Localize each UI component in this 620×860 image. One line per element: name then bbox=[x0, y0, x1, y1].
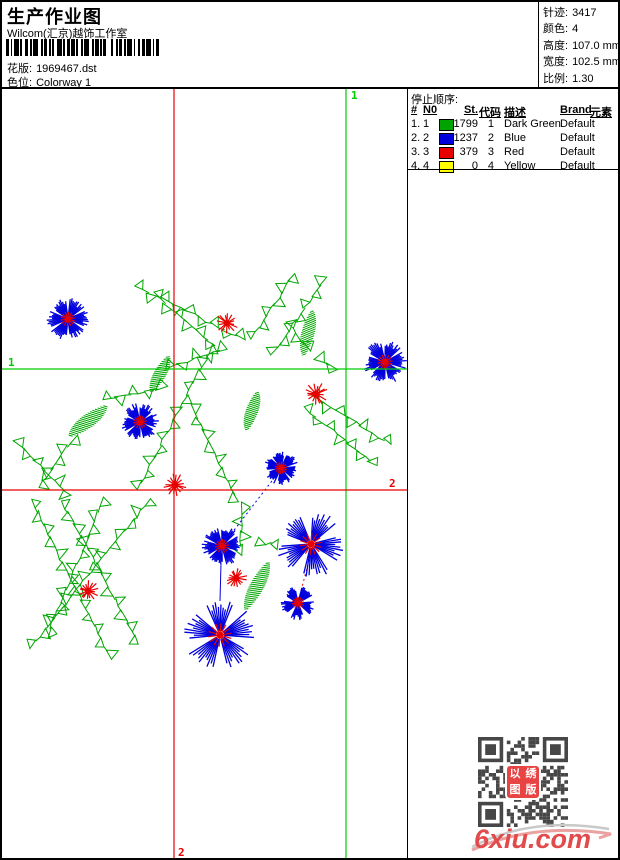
registration-label: 1 bbox=[8, 356, 15, 369]
thread-brand: Default bbox=[560, 160, 595, 172]
crosshair-layer: 1 1 2 2 bbox=[2, 89, 407, 859]
thread-color-swatch bbox=[439, 147, 454, 159]
thread-code: 4 bbox=[487, 160, 494, 172]
watermark-text: 6xiu.com bbox=[474, 824, 592, 854]
stitch-count: 0 bbox=[471, 160, 478, 172]
thread-brand: Default bbox=[560, 146, 595, 158]
stat-width: 宽度: 102.5 mm bbox=[543, 56, 620, 69]
color-sequence-row: 3. 3 379 3 Red Default bbox=[407, 146, 618, 160]
flowers-layer bbox=[46, 298, 407, 668]
thread-description: Red bbox=[504, 146, 525, 158]
stitch-count: 1799 bbox=[453, 118, 478, 130]
row-index: 4. bbox=[411, 160, 421, 172]
thread-code: 2 bbox=[487, 132, 494, 144]
color-sequence-row: 1. 1 1799 1 Dark Green Default bbox=[407, 118, 618, 132]
qr-code: 以绣图版 bbox=[478, 737, 568, 827]
leaves-layer bbox=[68, 310, 317, 610]
col-code: 代码 bbox=[479, 107, 501, 119]
col-element: 元素 bbox=[590, 107, 612, 119]
thread-code: 1 bbox=[487, 118, 494, 130]
thread-color-swatch bbox=[439, 133, 454, 145]
colorway-label: 色位: bbox=[7, 77, 33, 89]
col-brand: Brand bbox=[560, 104, 592, 116]
site-watermark: 6xiu.com bbox=[468, 816, 618, 858]
stat-scale: 比例: 1.30 bbox=[543, 72, 594, 85]
color-sequence-table: 停止顺序: # N0 St. 代码 描述 Brand 元素 1. 1 1799 1 Da… bbox=[407, 88, 618, 174]
embroidery-design-canvas: 1 1 2 2 bbox=[2, 89, 407, 859]
stitch-count: 379 bbox=[459, 146, 478, 158]
row-index: 2. bbox=[411, 132, 421, 144]
col-n0: N0 bbox=[423, 104, 438, 116]
right-panel-divider bbox=[407, 88, 408, 858]
row-number: 1 bbox=[423, 118, 430, 130]
thread-description: Dark Green bbox=[504, 118, 561, 130]
table-bottom-border bbox=[407, 169, 618, 170]
col-stitches: St. bbox=[463, 104, 478, 116]
row-number: 2 bbox=[423, 132, 430, 144]
thread-brand: Default bbox=[560, 132, 595, 144]
qr-logo-char: 以 bbox=[509, 768, 521, 780]
registration-label: 1 bbox=[351, 89, 358, 102]
row-number: 3 bbox=[423, 146, 430, 158]
thread-color-swatch bbox=[439, 119, 454, 131]
row-index: 3. bbox=[411, 146, 421, 158]
registration-label: 2 bbox=[178, 846, 185, 859]
pattern-value: 1969467.dst bbox=[36, 63, 97, 75]
studio-name: Wilcom(汇京)越饰工作室 bbox=[7, 28, 128, 40]
registration-label: 2 bbox=[389, 477, 396, 490]
pattern-label: 花版: bbox=[7, 63, 33, 75]
stat-height: 高度: 107.0 mm bbox=[543, 39, 620, 52]
red-dots-layer bbox=[79, 313, 328, 600]
qr-logo-char: 绣 bbox=[525, 768, 537, 780]
thread-description: Yellow bbox=[504, 160, 536, 172]
page-title: 生产作业图 bbox=[7, 7, 102, 27]
stitch-count: 1237 bbox=[453, 132, 478, 144]
pattern-field: 花版: 1969467.dst bbox=[7, 60, 97, 76]
stat-colors: 颜色: 4 bbox=[543, 23, 579, 36]
barcode bbox=[6, 39, 159, 56]
header-divider bbox=[538, 2, 539, 88]
stats-panel: 针迹: 3417 颜色: 4 高度: 107.0 mm 宽度: 102.5 mm 比例:… bbox=[543, 5, 620, 87]
col-description: 描述 bbox=[504, 107, 526, 119]
colorway-field: 色位: Colorway 1 bbox=[7, 74, 91, 90]
qr-logo-char: 版 bbox=[525, 784, 537, 796]
qr-logo-char: 图 bbox=[509, 784, 521, 796]
watermark-swoosh-icon bbox=[471, 823, 612, 852]
branches-layer bbox=[12, 272, 392, 661]
sequence-title: 停止顺序: bbox=[411, 94, 459, 106]
stat-stitches: 针迹: 3417 bbox=[543, 7, 597, 19]
thread-code: 3 bbox=[487, 146, 494, 158]
thread-color-swatch bbox=[439, 161, 454, 173]
colorway-value: Colorway 1 bbox=[36, 77, 92, 89]
color-sequence-row: 2. 2 1237 2 Blue Default bbox=[407, 132, 618, 146]
col-hash: # bbox=[411, 104, 418, 116]
qr-center-logo: 以绣图版 bbox=[507, 766, 539, 798]
color-sequence-row: 4. 4 0 4 Yellow Default bbox=[407, 160, 618, 174]
row-index: 1. bbox=[411, 118, 421, 130]
row-number: 4 bbox=[423, 160, 430, 172]
header-separator bbox=[2, 87, 618, 89]
thread-brand: Default bbox=[560, 118, 595, 130]
thread-description: Blue bbox=[504, 132, 527, 144]
